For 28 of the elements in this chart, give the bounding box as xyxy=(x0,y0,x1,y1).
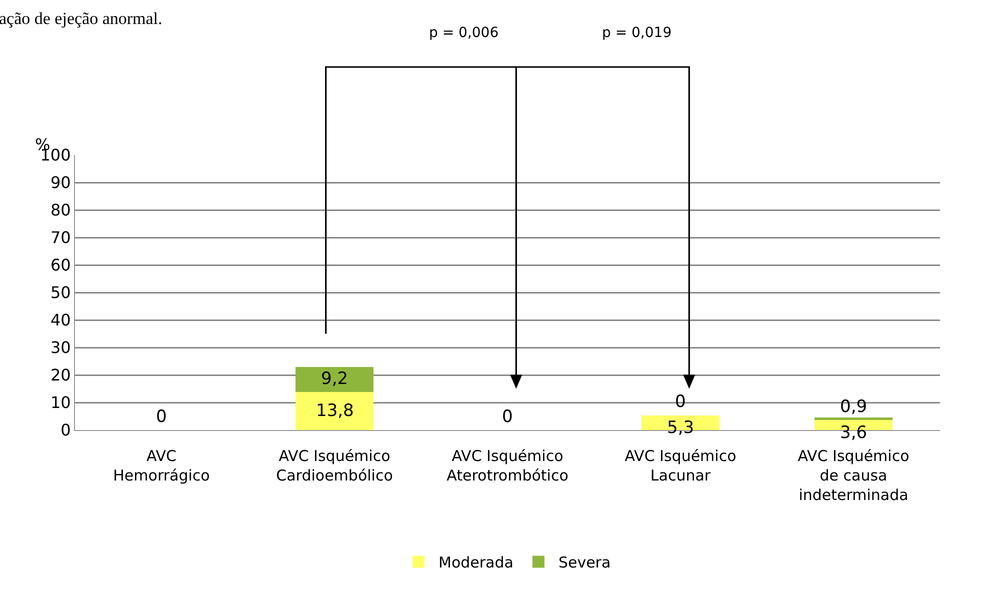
y-tick-label: 30 xyxy=(50,338,71,358)
legend-label: Moderada xyxy=(438,554,514,572)
data-label: 0,9 xyxy=(840,397,868,417)
data-label: 0 xyxy=(675,392,686,412)
bar xyxy=(296,366,374,392)
data-label: 9,2 xyxy=(321,369,348,389)
y-tick-label: 0 xyxy=(60,420,71,440)
bar xyxy=(296,392,374,430)
x-tick-label: AVC Hemorrágico xyxy=(113,447,210,484)
text: p = 0,006 xyxy=(429,25,499,41)
x-tick-label: AVC Isquémico Aterotrombótico xyxy=(446,447,568,484)
legend-label: Severa xyxy=(558,554,611,572)
y-tick-label: 60 xyxy=(50,256,71,275)
y-tick-label: 40 xyxy=(50,310,71,330)
x-tick-label: AVC Isquémico Lacunar xyxy=(624,447,736,484)
y-tick-label: 20 xyxy=(50,366,71,385)
text: p = 0,019 xyxy=(602,25,672,41)
y-tick-label: 10 xyxy=(50,393,71,412)
data-label: 13,8 xyxy=(316,401,354,421)
y-tick-label: 80 xyxy=(50,200,71,220)
y-tick-label: 90 xyxy=(50,173,71,192)
x-tick-label: AVC Isquémico de causa indeterminada xyxy=(798,447,910,504)
y-tick-label: 70 xyxy=(50,228,71,248)
bar xyxy=(814,418,892,420)
data-label: 0 xyxy=(156,407,167,427)
data-label: 0 xyxy=(502,407,513,427)
x-tick-label: AVC Isquémico Cardioembólico xyxy=(276,447,393,484)
y-tick-label: 50 xyxy=(50,283,71,302)
